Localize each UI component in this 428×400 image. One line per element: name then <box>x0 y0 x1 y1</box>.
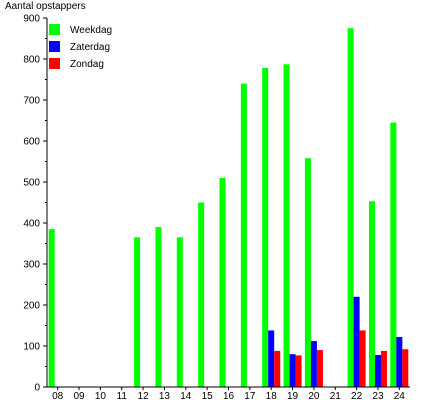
x-tick-label: 17 <box>244 391 256 400</box>
bar-weekdag-16 <box>219 177 226 387</box>
y-tick-label: 200 <box>23 301 40 312</box>
bar-zaterdag-24 <box>396 336 403 387</box>
y-axis-label: Aantal opstappers <box>5 1 86 12</box>
legend-label-zaterdag: Zaterdag <box>70 42 110 53</box>
bar-zondag-22 <box>359 330 366 387</box>
legend-swatch-zondag <box>49 58 60 69</box>
bar-zondag-19 <box>295 355 302 387</box>
bar-weekdag-24 <box>390 122 397 388</box>
x-tick-label: 20 <box>308 391 320 400</box>
x-tick-label: 21 <box>330 391 342 400</box>
bar-weekdag-15 <box>198 202 205 387</box>
plot-area: 0 100 200 300 400 500 600 700 800 900 08 09 10 11 12 13… <box>23 14 410 400</box>
bar-weekdag-19 <box>283 64 290 387</box>
y-tick-label: 600 <box>23 137 40 148</box>
y-tick-label: 500 <box>23 178 40 189</box>
bar-zaterdag-19 <box>289 354 296 387</box>
bar-weekdag-18 <box>262 68 269 388</box>
x-tick-label: 18 <box>266 391 278 400</box>
x-tick-label: 16 <box>223 391 235 400</box>
bar-zaterdag-20 <box>310 341 317 387</box>
x-tick-label: 23 <box>372 391 384 400</box>
x-tick-label: 12 <box>138 391 150 400</box>
x-tick-label: 22 <box>351 391 363 400</box>
bar-weekdag-17 <box>240 83 247 387</box>
bar-zaterdag-22 <box>353 296 360 387</box>
x-tick-label: 13 <box>159 391 171 400</box>
y-tick-label: 800 <box>23 55 40 66</box>
legend-label-zondag: Zondag <box>70 59 104 70</box>
x-tick-label: 09 <box>73 391 85 400</box>
x-tick-label: 24 <box>394 391 406 400</box>
x-tick-label: 08 <box>52 391 64 400</box>
bar-weekdag-14 <box>176 237 183 387</box>
bar-zondag-23 <box>380 350 387 387</box>
bar-weekdag-20 <box>304 158 311 387</box>
bar-weekdag-23 <box>368 201 375 387</box>
y-tick-label: 400 <box>23 219 40 230</box>
bar-weekdag-08 <box>48 229 55 387</box>
x-tick-label: 15 <box>202 391 214 400</box>
legend-swatch-weekdag <box>49 24 60 35</box>
y-tick-label: 100 <box>23 342 40 353</box>
x-tick-label: 10 <box>95 391 107 400</box>
x-tick-label: 11 <box>117 391 128 400</box>
x-tick-label: 19 <box>287 391 299 400</box>
bar-zondag-18 <box>274 350 281 387</box>
bar-zondag-24 <box>402 349 409 387</box>
legend-label-weekdag: Weekdag <box>70 25 112 36</box>
bar-weekdag-22 <box>347 28 354 387</box>
bar-zaterdag-23 <box>374 355 381 387</box>
x-tick-label: 14 <box>180 391 192 400</box>
bar-weekdag-13 <box>155 227 162 387</box>
y-tick-label: 0 <box>34 383 40 394</box>
y-tick-label: 300 <box>23 260 40 271</box>
y-tick-label: 700 <box>23 96 40 107</box>
legend: Weekdag Zaterdag Zondag <box>49 24 112 70</box>
legend-swatch-zaterdag <box>49 41 60 52</box>
y-tick-label: 900 <box>23 14 40 25</box>
bar-zaterdag-18 <box>268 330 275 387</box>
bar-weekdag-12 <box>134 237 141 387</box>
bar-zondag-20 <box>316 350 323 387</box>
